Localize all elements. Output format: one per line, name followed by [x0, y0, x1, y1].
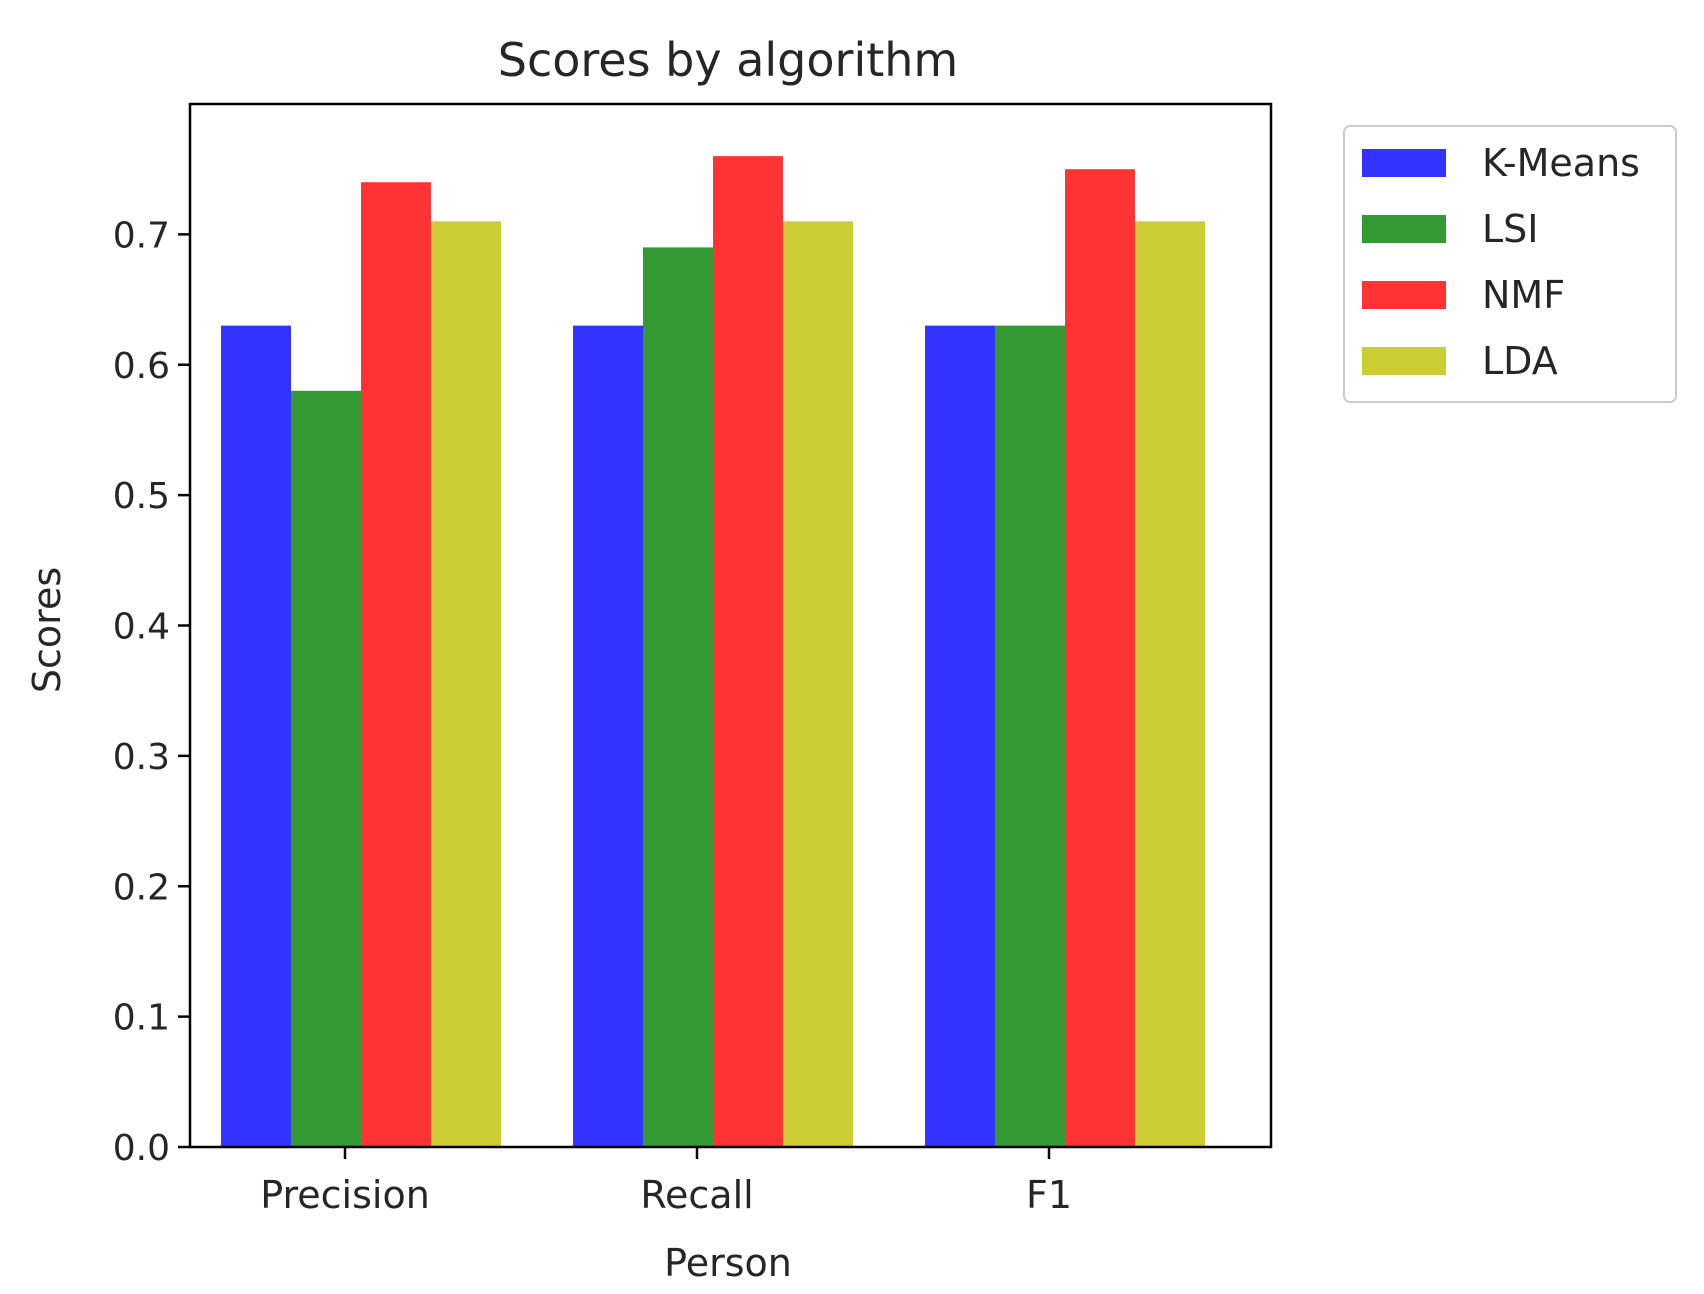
legend-swatch — [1362, 215, 1446, 243]
bar-lda-f1 — [1135, 221, 1205, 1147]
y-tick-label: 0.7 — [113, 215, 170, 256]
y-tick-label: 0.1 — [113, 998, 170, 1039]
y-tick-label: 0.6 — [113, 346, 170, 387]
x-tick-label: F1 — [1026, 1173, 1072, 1217]
bar-lda-recall — [783, 221, 853, 1147]
bar-nmf-recall — [713, 156, 783, 1147]
legend-label: LDA — [1482, 339, 1558, 383]
bar-lsi-recall — [643, 247, 713, 1148]
legend-swatch — [1362, 281, 1446, 309]
bar-lda-precision — [431, 221, 501, 1147]
bar-lsi-precision — [291, 390, 361, 1147]
legend-frame — [1343, 125, 1677, 403]
legend-swatch — [1362, 347, 1446, 375]
bars-group — [221, 156, 1205, 1148]
y-tick-label: 0.5 — [113, 476, 170, 517]
bar-lsi-f1 — [995, 325, 1065, 1147]
bar-k-means-recall — [573, 325, 643, 1147]
plot-frame — [188, 102, 1273, 1149]
y-axis: 0.0 0.1 0.2 0.3 0.4 0.5 0.6 0.7 — [113, 215, 190, 1169]
y-tick-label: 0.3 — [113, 737, 170, 778]
legend-swatch — [1362, 149, 1446, 177]
legend-label: NMF — [1482, 273, 1565, 317]
legend: K-Means LSI NMF LDA — [1343, 125, 1677, 403]
bar-k-means-f1 — [925, 325, 995, 1147]
x-axis: Precision Recall F1 — [260, 1147, 1072, 1217]
legend-label: K-Means — [1482, 141, 1640, 185]
y-tick-label: 0.4 — [113, 607, 170, 648]
legend-label: LSI — [1482, 207, 1539, 251]
bar-nmf-f1 — [1065, 169, 1135, 1147]
bar-nmf-precision — [361, 182, 431, 1148]
x-axis-label: Person — [664, 1241, 792, 1285]
x-tick-label: Precision — [260, 1173, 430, 1217]
y-tick-label: 0.2 — [113, 867, 170, 908]
chart-title: Scores by algorithm — [498, 33, 958, 87]
y-tick-label: 0.0 — [113, 1128, 170, 1169]
y-axis-label: Scores — [25, 567, 69, 693]
x-tick-label: Recall — [640, 1173, 753, 1217]
bar-k-means-precision — [221, 325, 291, 1147]
